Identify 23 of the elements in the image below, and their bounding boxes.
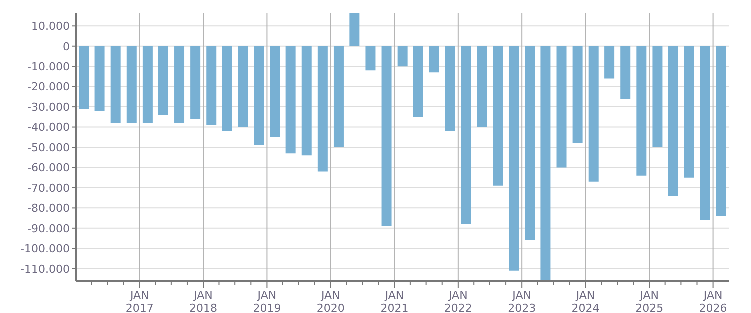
y-tick-label: -30.000 xyxy=(28,100,70,114)
y-tick-label: -10.000 xyxy=(28,60,70,74)
y-tick-label: 0 xyxy=(63,40,70,54)
x-tick-label: JAN 2026 xyxy=(699,289,728,313)
x-tick-label: JAN 2019 xyxy=(253,289,282,313)
x-tick-label: JAN 2017 xyxy=(126,289,154,313)
y-tick-label: -50.000 xyxy=(28,141,70,154)
y-tick-label: -80.000 xyxy=(28,202,70,216)
y-tick-label: -90.000 xyxy=(28,222,70,236)
x-tick-label: JAN 2021 xyxy=(380,289,409,313)
y-tick-label: -60.000 xyxy=(28,162,70,175)
y-tick-label: -70.000 xyxy=(28,182,70,195)
y-tick-label: -40.000 xyxy=(28,121,70,134)
x-tick-label: JAN 2018 xyxy=(190,289,218,313)
x-tick-label: JAN 2020 xyxy=(316,289,345,313)
x-tick-label: JAN 2023 xyxy=(508,289,536,313)
y-tick-label: -110.000 xyxy=(20,262,70,276)
x-tick-label: JAN 2025 xyxy=(636,289,664,313)
y-tick-label: -20.000 xyxy=(28,80,70,94)
y-tick-label: -100.000 xyxy=(20,242,70,256)
y-tick-label: 10.000 xyxy=(32,20,70,34)
x-tick-label: JAN 2022 xyxy=(444,289,472,313)
x-tick-label: JAN 2024 xyxy=(572,289,600,313)
